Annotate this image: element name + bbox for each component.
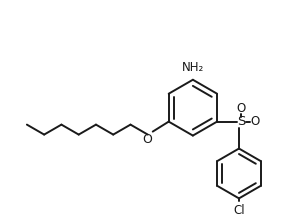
Text: NH₂: NH₂ xyxy=(182,61,204,74)
Text: O: O xyxy=(236,102,246,115)
Text: S: S xyxy=(237,115,245,128)
Text: O: O xyxy=(142,133,152,146)
Text: Cl: Cl xyxy=(233,204,245,217)
Text: O: O xyxy=(250,115,260,128)
